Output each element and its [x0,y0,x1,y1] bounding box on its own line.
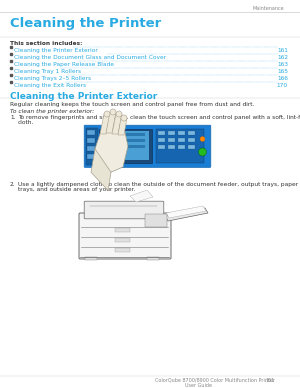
Text: cloth.: cloth. [18,120,34,125]
Bar [188,131,195,135]
Text: ColorQube 8700/8900 Color Multifunction Printer: ColorQube 8700/8900 Color Multifunction … [155,378,275,383]
Polygon shape [130,190,153,202]
Text: 163: 163 [277,62,288,67]
Circle shape [199,148,206,156]
Text: Cleaning the Printer Exterior: Cleaning the Printer Exterior [10,92,157,101]
FancyBboxPatch shape [84,125,211,167]
Circle shape [116,111,122,117]
Text: Cleaning the Document Glass and Document Cover: Cleaning the Document Glass and Document… [14,55,166,60]
Text: 165: 165 [277,69,288,74]
Bar [86,128,98,165]
Bar [87,146,95,151]
Bar [87,138,95,143]
Polygon shape [91,149,111,191]
Bar [115,248,130,252]
Bar [10,52,12,54]
Bar [115,228,130,232]
Bar [99,129,152,163]
Bar [85,257,97,260]
Text: To remove fingerprints and smudges, clean the touch screen and control panel wit: To remove fingerprints and smudges, clea… [18,115,300,120]
Bar [102,133,145,136]
Bar [168,138,175,142]
Bar [147,257,159,260]
Bar [178,138,185,142]
Bar [10,45,12,47]
Bar [102,139,145,142]
Polygon shape [166,206,206,218]
Bar [188,138,195,142]
Bar [10,73,12,76]
Bar [158,145,165,149]
Text: Cleaning Trays 2–5 Rollers: Cleaning Trays 2–5 Rollers [14,76,91,81]
Circle shape [104,111,110,117]
FancyBboxPatch shape [84,201,164,219]
Bar [115,238,130,242]
Polygon shape [100,114,110,134]
Text: 170: 170 [277,83,288,88]
Text: Cleaning the Exit Rollers: Cleaning the Exit Rollers [14,83,86,88]
Polygon shape [112,114,122,134]
Bar [158,131,165,135]
Polygon shape [118,118,127,135]
Polygon shape [165,208,208,221]
Bar [101,131,148,159]
Text: 2.: 2. [10,182,16,187]
Bar [188,145,195,149]
Text: Cleaning the Printer: Cleaning the Printer [10,17,161,30]
Text: 162: 162 [277,55,288,60]
Circle shape [110,109,116,115]
Polygon shape [106,112,116,133]
Bar [10,59,12,62]
Bar [87,154,95,159]
Bar [145,214,167,227]
Bar [178,131,185,135]
Bar [158,138,165,142]
Text: 1.: 1. [10,115,16,120]
Text: Use a lightly dampened cloth to clean the outside of the document feeder, output: Use a lightly dampened cloth to clean th… [18,182,298,187]
Text: Cleaning Tray 1 Rollers: Cleaning Tray 1 Rollers [14,69,81,74]
Text: 161: 161 [277,48,288,53]
Text: Cleaning the Printer Exterior: Cleaning the Printer Exterior [14,48,98,53]
FancyBboxPatch shape [79,213,171,259]
Text: User Guide: User Guide [185,383,212,388]
Bar [156,129,204,163]
Bar [10,66,12,69]
Text: trays, and outside areas of your printer.: trays, and outside areas of your printer… [18,187,135,192]
Bar [10,80,12,83]
Text: Regular cleaning keeps the touch screen and control panel free from dust and dir: Regular cleaning keeps the touch screen … [10,102,254,107]
Text: Maintenance: Maintenance [252,6,284,11]
Bar [168,145,175,149]
Bar [102,145,145,148]
Circle shape [121,115,127,121]
Polygon shape [95,126,128,172]
Bar [168,131,175,135]
Text: Cleaning the Paper Release Blade: Cleaning the Paper Release Blade [14,62,114,67]
Text: To clean the printer exterior:: To clean the printer exterior: [10,109,94,114]
Text: 166: 166 [277,76,288,81]
Bar [178,145,185,149]
Bar [87,130,95,135]
Circle shape [200,137,205,142]
Text: 161: 161 [265,378,274,383]
Text: This section includes:: This section includes: [10,41,83,46]
